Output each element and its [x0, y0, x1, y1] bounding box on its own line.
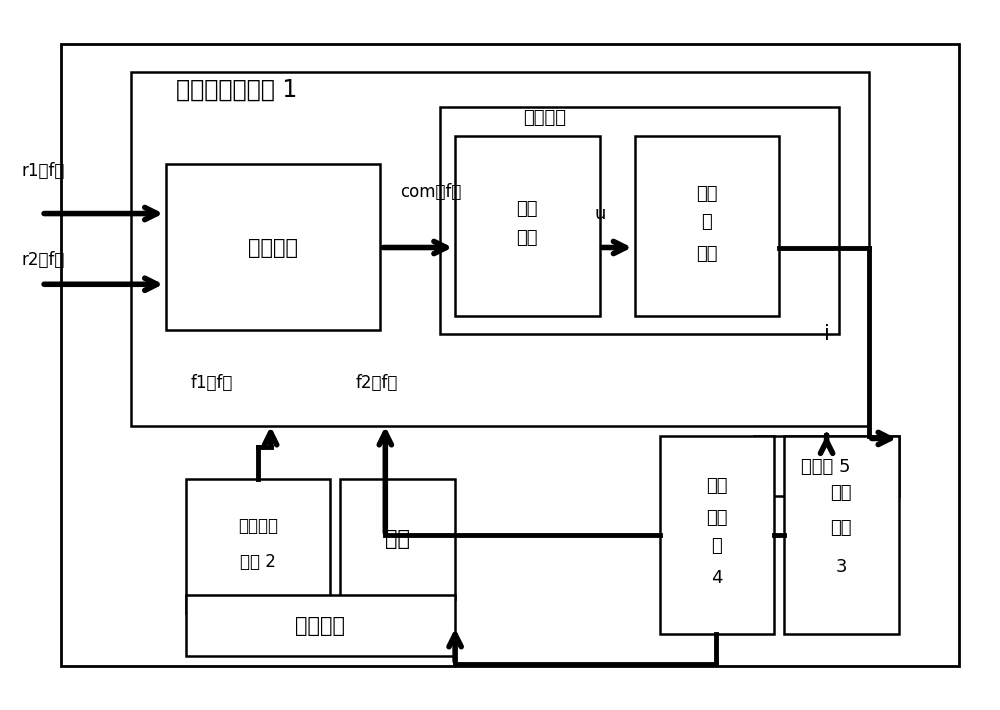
Text: com（f）: com（f）: [400, 183, 462, 202]
Text: 3: 3: [835, 558, 847, 577]
Text: 电流: 电流: [696, 245, 717, 263]
Text: 伺服阀 5: 伺服阀 5: [801, 458, 851, 476]
Text: 试件: 试件: [385, 529, 410, 549]
Bar: [61, 44, 959, 666]
Text: i: i: [824, 324, 830, 344]
Text: 加速度传: 加速度传: [238, 517, 278, 535]
Text: 器: 器: [711, 537, 722, 555]
Text: 感器 2: 感器 2: [240, 552, 276, 571]
Bar: [784, 437, 899, 634]
Text: 位移: 位移: [706, 477, 727, 495]
Text: 液压: 液压: [830, 484, 852, 502]
Text: 4: 4: [711, 569, 722, 586]
Text: r2（f）: r2（f）: [21, 251, 65, 268]
Bar: [660, 437, 774, 634]
Bar: [186, 479, 330, 613]
Text: 调理: 调理: [516, 200, 538, 218]
Text: r1（f）: r1（f）: [21, 162, 65, 180]
Text: 电压: 电压: [696, 185, 717, 203]
Text: 模拟模块: 模拟模块: [523, 109, 566, 127]
Text: 转: 转: [701, 213, 712, 231]
Bar: [455, 136, 600, 316]
Bar: [340, 479, 455, 599]
Text: f2（f）: f2（f）: [355, 374, 398, 393]
Bar: [186, 596, 455, 655]
Text: u: u: [594, 204, 605, 222]
Text: 振动台面: 振动台面: [296, 616, 346, 636]
Text: 数字模块: 数字模块: [248, 238, 298, 258]
Text: 传感: 传感: [706, 508, 727, 527]
Text: 液压伺服控制器 1: 液压伺服控制器 1: [176, 78, 297, 102]
Text: 电路: 电路: [516, 229, 538, 246]
Bar: [131, 72, 869, 426]
Bar: [440, 107, 839, 334]
Text: 油缸: 油缸: [830, 519, 852, 537]
Text: f1（f）: f1（f）: [191, 374, 233, 393]
Bar: [166, 164, 380, 330]
Bar: [635, 136, 779, 316]
Bar: [754, 437, 899, 496]
